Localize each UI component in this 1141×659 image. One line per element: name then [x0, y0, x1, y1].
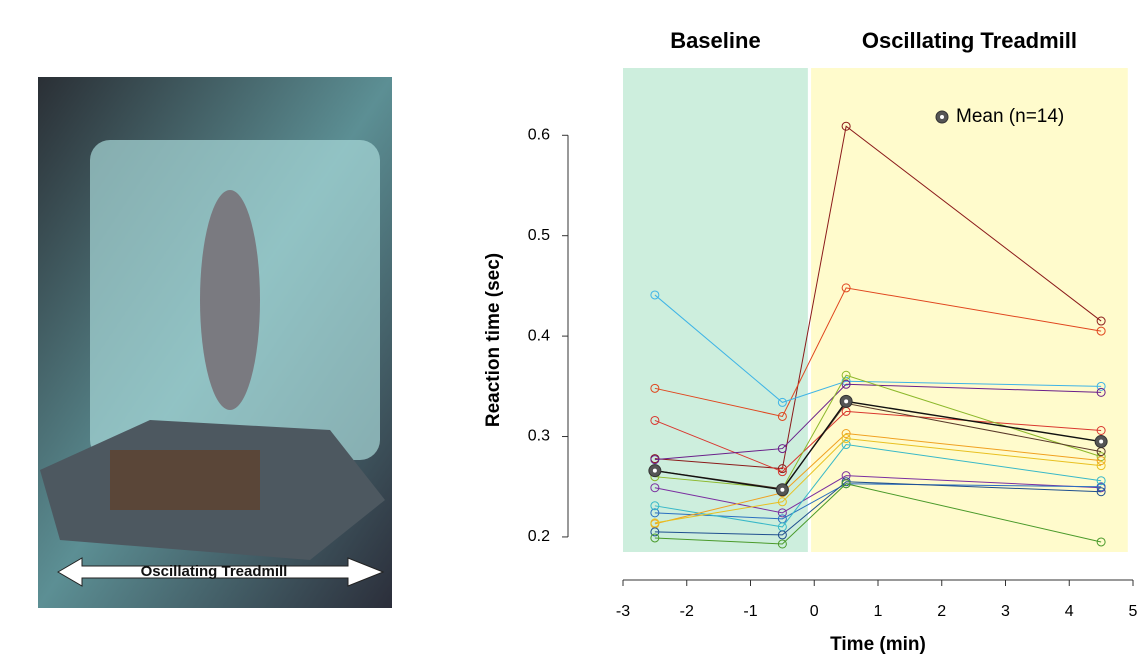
region-label: Oscillating Treadmill: [862, 28, 1077, 53]
y-tick-label: 0.3: [528, 428, 550, 445]
mean-marker-center: [780, 488, 784, 492]
region-label: Baseline: [670, 28, 761, 53]
legend-marker-center: [940, 115, 944, 119]
y-tick-label: 0.4: [528, 327, 550, 344]
mean-marker-center: [844, 399, 848, 403]
page: {"photo": {"caption": "Oscillating Tread…: [0, 0, 1141, 654]
x-tick-label: 1: [874, 603, 883, 620]
chart: Baseline Oscillating Treadmill 0.2 0.3 0.4 0.…: [483, 28, 1138, 654]
photo: Oscillating Treadmill: [38, 77, 392, 608]
x-tick-label: 0: [810, 603, 819, 620]
y-tick-label: 0.6: [528, 126, 550, 143]
region: [811, 68, 1128, 552]
y-axis-label: Reaction time (sec): [483, 253, 504, 427]
belt: [110, 450, 260, 510]
x-tick-label: -2: [680, 603, 694, 620]
figure: Oscillating Treadmill Baseline Oscillatin…: [0, 0, 1141, 654]
y-tick-label: 0.2: [528, 528, 550, 545]
x-tick-label: 5: [1129, 603, 1138, 620]
photo-caption: Oscillating Treadmill: [141, 563, 288, 580]
x-tick-label: 2: [937, 603, 946, 620]
walker: [200, 190, 260, 410]
x-tick-label: 3: [1001, 603, 1010, 620]
mean-marker-center: [1099, 440, 1103, 444]
legend-label: Mean (n=14): [956, 106, 1064, 127]
x-axis-label: Time (min): [830, 634, 926, 654]
x-tick-label: -3: [616, 603, 630, 620]
mean-marker-center: [653, 469, 657, 473]
x-tick-label: 4: [1065, 603, 1074, 620]
y-tick-label: 0.5: [528, 227, 550, 244]
x-tick-label: -1: [743, 603, 757, 620]
